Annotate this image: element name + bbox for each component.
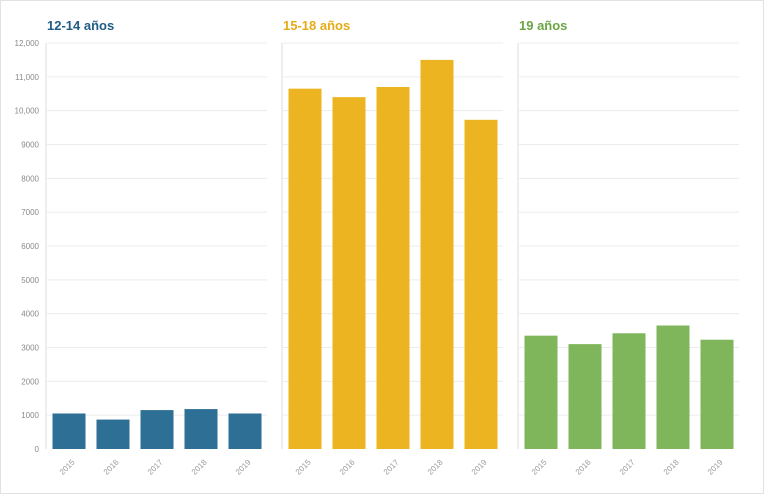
x-tick-label: 2019	[706, 457, 725, 476]
y-tick-label: 1000	[21, 411, 39, 420]
x-tick-label: 2015	[58, 457, 77, 476]
y-tick-label: 9000	[21, 141, 39, 150]
bar-2015	[524, 335, 558, 449]
bar-2016	[96, 419, 130, 449]
y-tick-label: 4000	[21, 310, 39, 319]
x-tick-label: 2015	[294, 457, 313, 476]
x-tick-label: 2017	[382, 457, 401, 476]
x-tick-label: 2016	[574, 457, 593, 476]
y-tick-label: 5000	[21, 276, 39, 285]
x-tick-label: 2018	[662, 457, 681, 476]
panel-title: 12-14 años	[47, 18, 114, 33]
panel-title: 15-18 años	[283, 18, 350, 33]
x-tick-label: 2019	[234, 457, 253, 476]
bar-2019	[464, 119, 498, 449]
bar-2016	[568, 344, 602, 449]
x-tick-label: 2018	[426, 457, 445, 476]
y-tick-label: 11,000	[15, 73, 39, 82]
bar-2015	[52, 413, 86, 449]
y-tick-label: 2000	[21, 377, 39, 386]
x-tick-label: 2019	[470, 457, 489, 476]
y-tick-label: 7000	[21, 208, 39, 217]
y-tick-label: 12,000	[15, 39, 40, 48]
x-tick-label: 2018	[190, 457, 209, 476]
x-tick-label: 2017	[618, 457, 637, 476]
x-tick-label: 2016	[102, 457, 121, 476]
panel-title: 19 años	[519, 18, 567, 33]
x-tick-label: 2017	[146, 457, 165, 476]
y-tick-label: 6000	[21, 242, 39, 251]
bar-2018	[656, 325, 690, 449]
y-tick-label: 8000	[21, 174, 39, 183]
y-tick-label: 3000	[21, 344, 39, 353]
x-tick-label: 2015	[530, 457, 549, 476]
bar-2019	[700, 339, 734, 449]
bar-2017	[612, 333, 646, 449]
y-tick-label: 10,000	[15, 107, 40, 116]
bar-2016	[332, 97, 366, 449]
bar-2018	[184, 409, 218, 449]
bar-2019	[228, 413, 262, 449]
x-tick-label: 2016	[338, 457, 357, 476]
bar-2017	[140, 410, 174, 449]
bar-2017	[376, 86, 410, 449]
bar-2015	[288, 88, 322, 450]
y-tick-label: 0	[35, 445, 40, 454]
bar-2018	[420, 59, 454, 450]
